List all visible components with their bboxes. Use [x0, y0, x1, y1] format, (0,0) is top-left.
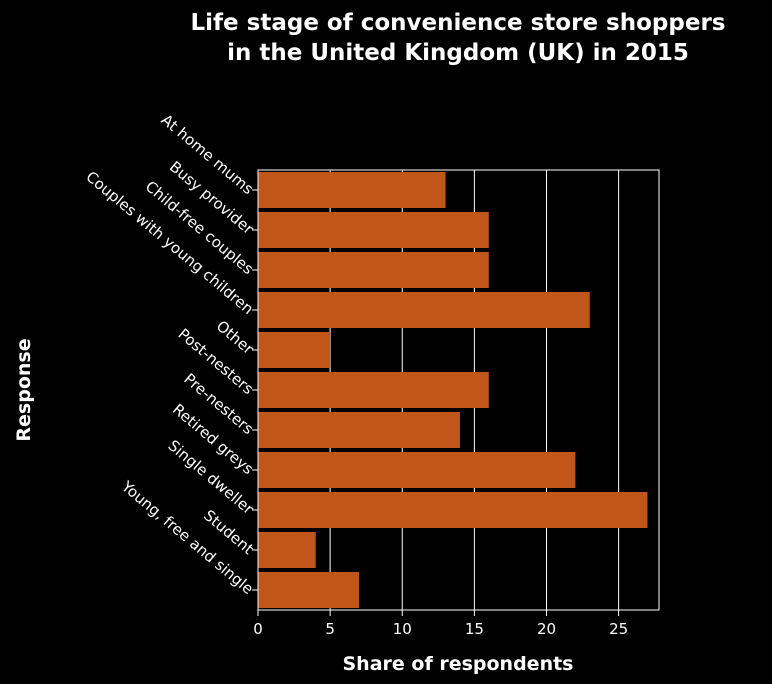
bar-10: [258, 532, 316, 568]
x-tick-label-5: 5: [325, 620, 335, 638]
x-tick-label-25: 25: [609, 620, 628, 638]
x-tick-label-15: 15: [465, 620, 484, 638]
bar-3: [258, 252, 489, 288]
chart-title-line-1: Life stage of convenience store shoppers: [191, 10, 726, 36]
x-tick-label-0: 0: [253, 620, 263, 638]
bar-7: [258, 412, 460, 448]
y-axis-title: Response: [13, 338, 35, 441]
bar-6: [258, 372, 489, 408]
x-tick-label-20: 20: [537, 620, 556, 638]
bar-5: [258, 332, 331, 368]
bars: [258, 172, 648, 608]
chart-title-line-2: in the United Kingdom (UK) in 2015: [227, 40, 689, 66]
x-axis-title: Share of respondents: [343, 653, 574, 675]
bar-11: [258, 572, 359, 608]
x-axis-ticks: 0 5 10 15 20 25: [253, 610, 628, 638]
bar-4: [258, 292, 590, 328]
bar-1: [258, 172, 446, 208]
x-tick-label-10: 10: [393, 620, 412, 638]
bar-9: [258, 492, 648, 528]
bar-8: [258, 452, 576, 488]
bar-2: [258, 212, 489, 248]
